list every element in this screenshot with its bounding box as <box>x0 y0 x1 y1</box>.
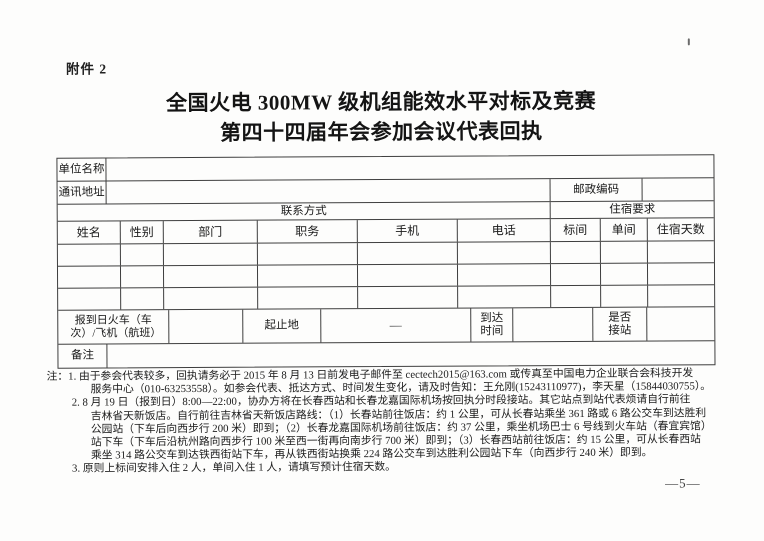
route-label: 起止地 <box>243 309 322 343</box>
table-cell <box>357 242 458 265</box>
table-cell <box>120 244 164 266</box>
row-column-headers: 姓名 性别 部门 职务 手机 电话 标间 单间 住宿天数 <box>57 218 714 245</box>
row-unit-name: 单位名称 <box>57 155 714 182</box>
table-cell <box>457 242 551 264</box>
table-cell <box>648 285 714 306</box>
table-cell <box>58 288 122 310</box>
unit-name-field <box>106 155 713 180</box>
remarks-label: 备注 <box>58 344 108 368</box>
title-line-2: 第四十四届年会参加会议代表回执 <box>219 119 543 145</box>
table-cell <box>164 287 259 310</box>
table-cell <box>600 241 648 263</box>
table-cell <box>648 241 714 262</box>
title-line-1: 全国火电 300MW 级机组能效水平对标及竞赛 <box>166 88 597 116</box>
row-address: 通讯地址 邮政编码 <box>57 178 714 205</box>
table-cell <box>551 285 602 308</box>
col-header-nights: 住宿天数 <box>656 222 705 237</box>
col-header-single: 单间 <box>600 218 648 241</box>
notes-section: 注：1. 由于参会代表较多，回执请务必于 2015 年 8 月 13 日前发电子… <box>47 367 758 476</box>
address-label: 通讯地址 <box>57 181 107 204</box>
pickup-field <box>647 307 714 340</box>
table-cell <box>257 265 359 287</box>
col-header-gender: 性别 <box>120 221 164 244</box>
scan-artifact <box>687 38 690 46</box>
table-cell <box>163 243 258 266</box>
table-cell <box>57 266 122 288</box>
page-number: —5— <box>665 475 701 491</box>
row-arrival-info: 报到日火车（车次）/飞机（航班） 起止地 — 到达时间 是否接站 <box>58 307 715 345</box>
arrival-time-label: 到达时间 <box>471 308 514 342</box>
unit-name-label: 单位名称 <box>57 158 107 181</box>
arrival-time-field <box>513 307 594 342</box>
table-cell <box>120 266 165 288</box>
col-header-mobile: 手机 <box>357 219 458 243</box>
document-title: 全国火电 300MW 级机组能效水平对标及竞赛 第四十四届年会参加会议代表回执 <box>0 85 763 149</box>
col-header-name: 姓名 <box>57 221 121 244</box>
contact-section-label: 联系方式 <box>57 202 551 221</box>
table-cell <box>457 264 552 286</box>
pickup-label: 是否接站 <box>593 307 648 341</box>
col-header-dept: 部门 <box>163 220 258 244</box>
table-cell <box>600 263 649 285</box>
table-cell <box>550 263 602 286</box>
table-cell <box>258 287 359 309</box>
postal-code-label: 邮政编码 <box>550 178 643 202</box>
table-cell <box>57 244 121 266</box>
note-line: 3. 原则上标间安排入住 2 人，单间入住 1 人，请填写预计住宿天数。 <box>72 461 396 476</box>
table-cell <box>601 285 649 307</box>
lodging-section-label: 住宿要求 <box>609 203 656 216</box>
table-cell <box>257 243 358 265</box>
col-header-phone: 电话 <box>457 219 551 242</box>
col-header-title: 职务 <box>257 220 358 243</box>
table-cell <box>550 241 601 264</box>
table-cell <box>358 286 459 309</box>
arrival-number-field <box>169 309 244 344</box>
postal-code-field <box>643 178 714 200</box>
route-field: — <box>321 308 472 343</box>
remarks-field <box>107 341 714 367</box>
table-cell <box>458 286 552 308</box>
arrival-label: 报到日火车（车次）/飞机（航班） <box>58 310 170 344</box>
row-remarks: 备注 <box>58 341 714 368</box>
table-cell <box>357 264 459 287</box>
table-cell <box>163 265 259 288</box>
address-field <box>106 179 551 204</box>
attachment-label: 附件 2 <box>65 61 108 77</box>
col-header-twin: 标间 <box>550 218 601 242</box>
table-cell <box>648 263 714 284</box>
table-cell <box>121 288 165 310</box>
reply-form-table: 单位名称 通讯地址 邮政编码 联系方式 住宿要求 姓名 性别 部门 职务 手机 … <box>56 154 716 369</box>
